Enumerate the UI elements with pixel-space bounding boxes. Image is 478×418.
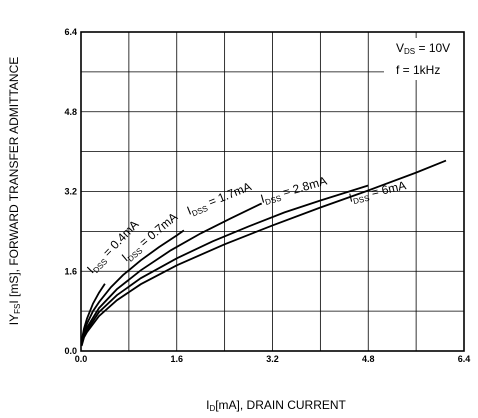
y-tick-label: 4.8: [64, 107, 77, 117]
series-curves: [80, 159, 447, 347]
x-tick-label: 0.0: [75, 354, 88, 364]
x-tick-label: 1.6: [170, 354, 183, 364]
x-axis-title: ID[mA], DRAIN CURRENT: [206, 398, 346, 413]
y-tick-label: 3.2: [64, 187, 77, 197]
y-tick-label: 1.6: [64, 266, 77, 276]
series-label-2: IDSS = 1.7mA: [185, 179, 254, 219]
x-tick-label: 6.4: [458, 354, 471, 364]
series-label-4: IDSS = 6mA: [348, 178, 408, 207]
condition-freq: f = 1kHz: [396, 63, 440, 77]
y-axis-title: IYFSI [mS], FORWARD TRANSFER ADMITTANCE: [7, 57, 22, 325]
x-tick-label: 3.2: [266, 354, 279, 364]
x-tick-label: 4.8: [362, 354, 375, 364]
plot-frame: [80, 31, 465, 352]
conditions-background: [384, 38, 466, 80]
series-label-3: IDSS = 2.8mA: [259, 174, 329, 208]
grid-lines: [81, 32, 464, 351]
y-tick-label: 0.0: [64, 346, 77, 356]
y-tick-label: 6.4: [64, 27, 77, 37]
tick-labels: 0.0 1.6 3.2 4.8 6.4 0.0 1.6 3.2 4.8 6.4: [64, 27, 470, 364]
series-line-2: [80, 202, 263, 345]
condition-vds: VDS = 10V: [396, 41, 450, 56]
series-line-1: [80, 229, 185, 344]
series-label-0: IDSS = 0.4mA: [84, 217, 143, 277]
series-line-3: [80, 184, 369, 346]
series-line-4: [80, 159, 447, 347]
